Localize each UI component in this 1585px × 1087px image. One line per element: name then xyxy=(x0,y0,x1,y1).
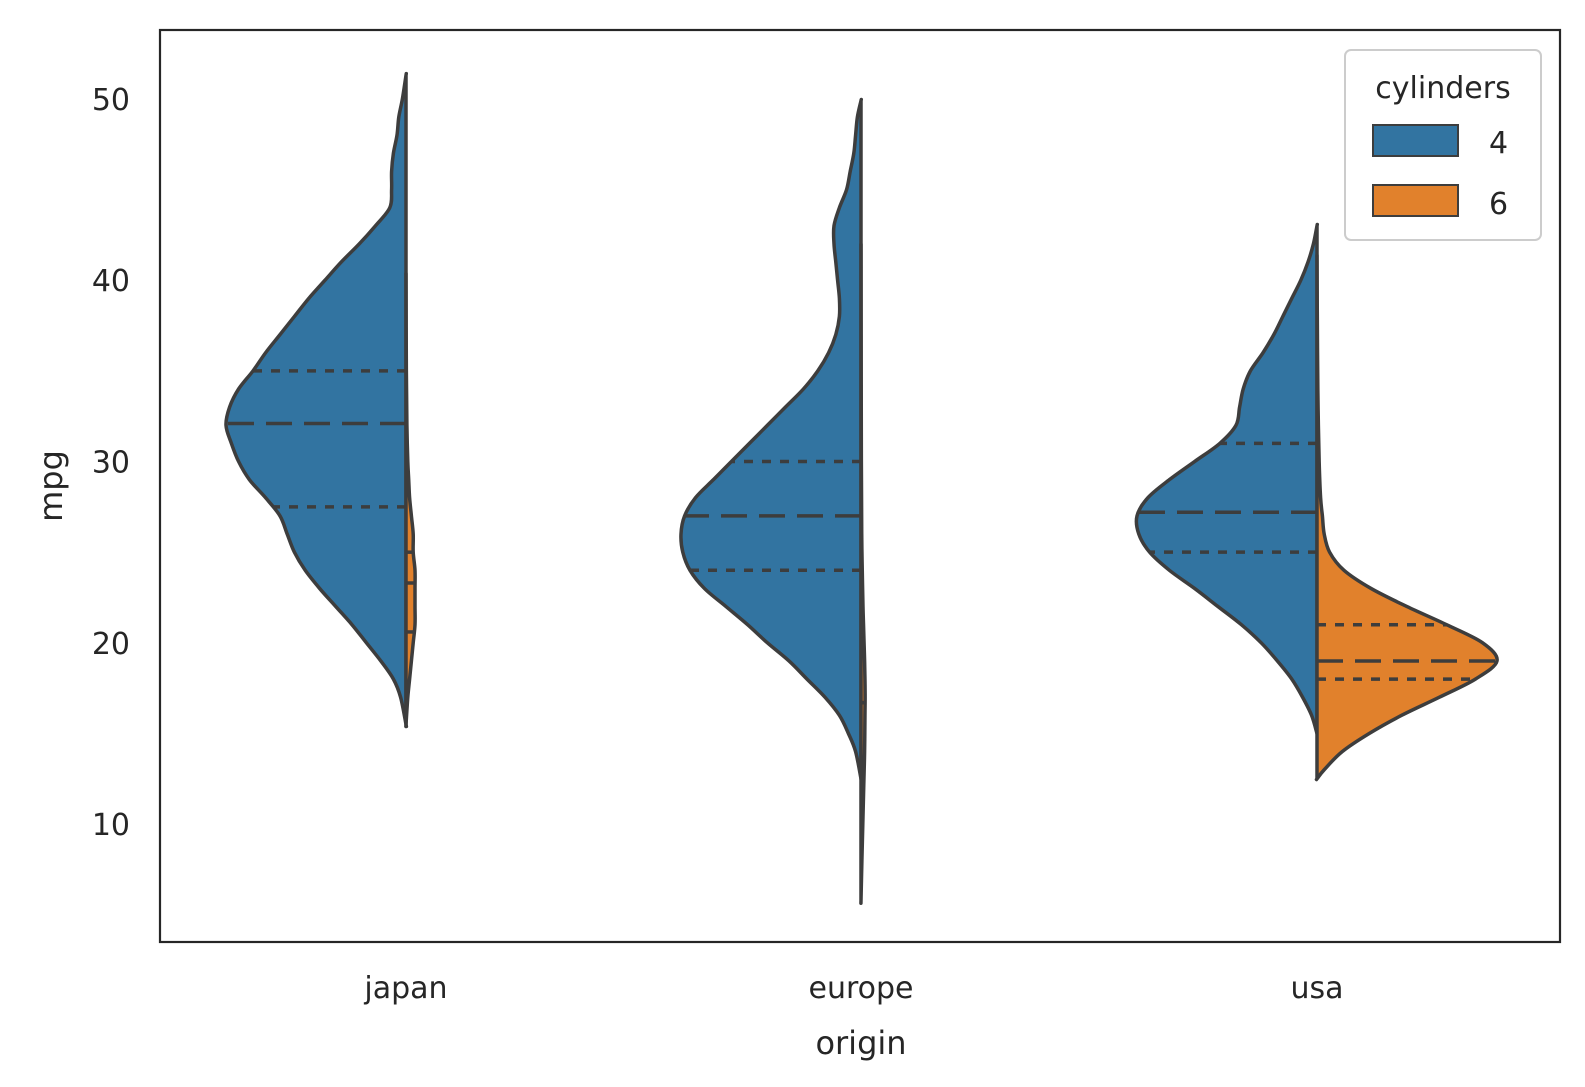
x-tick-usa: usa xyxy=(1290,971,1343,1006)
legend-title: cylinders xyxy=(1375,71,1510,106)
y-tick-10: 10 xyxy=(92,808,130,843)
violin-europe-cyl4 xyxy=(679,97,864,783)
y-tick-40: 40 xyxy=(92,264,130,299)
legend-swatch-4 xyxy=(1372,124,1459,157)
violin-layer xyxy=(224,71,1499,905)
x-tick-labels: japan europe usa xyxy=(363,971,1343,1006)
violin-usa-cyl4 xyxy=(1134,222,1320,737)
x-tick-japan: japan xyxy=(363,971,447,1006)
y-tick-labels: 10 20 30 40 50 xyxy=(92,83,130,843)
y-axis-title: mpg xyxy=(32,450,70,522)
legend: cylinders 4 6 xyxy=(1344,49,1542,241)
legend-swatch-6 xyxy=(1372,184,1459,217)
y-tick-50: 50 xyxy=(92,83,130,118)
violin-europe-cyl6 xyxy=(859,242,867,905)
violin-usa-cyl6 xyxy=(1314,253,1499,782)
x-axis-title: origin xyxy=(815,1024,906,1062)
plot-frame xyxy=(158,28,1562,944)
legend-label-6: 6 xyxy=(1489,187,1508,222)
violin-japan-cyl4 xyxy=(224,71,409,729)
legend-label-4: 4 xyxy=(1489,126,1508,161)
y-tick-20: 20 xyxy=(92,627,130,662)
x-tick-europe: europe xyxy=(809,971,914,1006)
y-tick-30: 30 xyxy=(92,446,130,481)
violin-japan-cyl6 xyxy=(404,271,417,729)
